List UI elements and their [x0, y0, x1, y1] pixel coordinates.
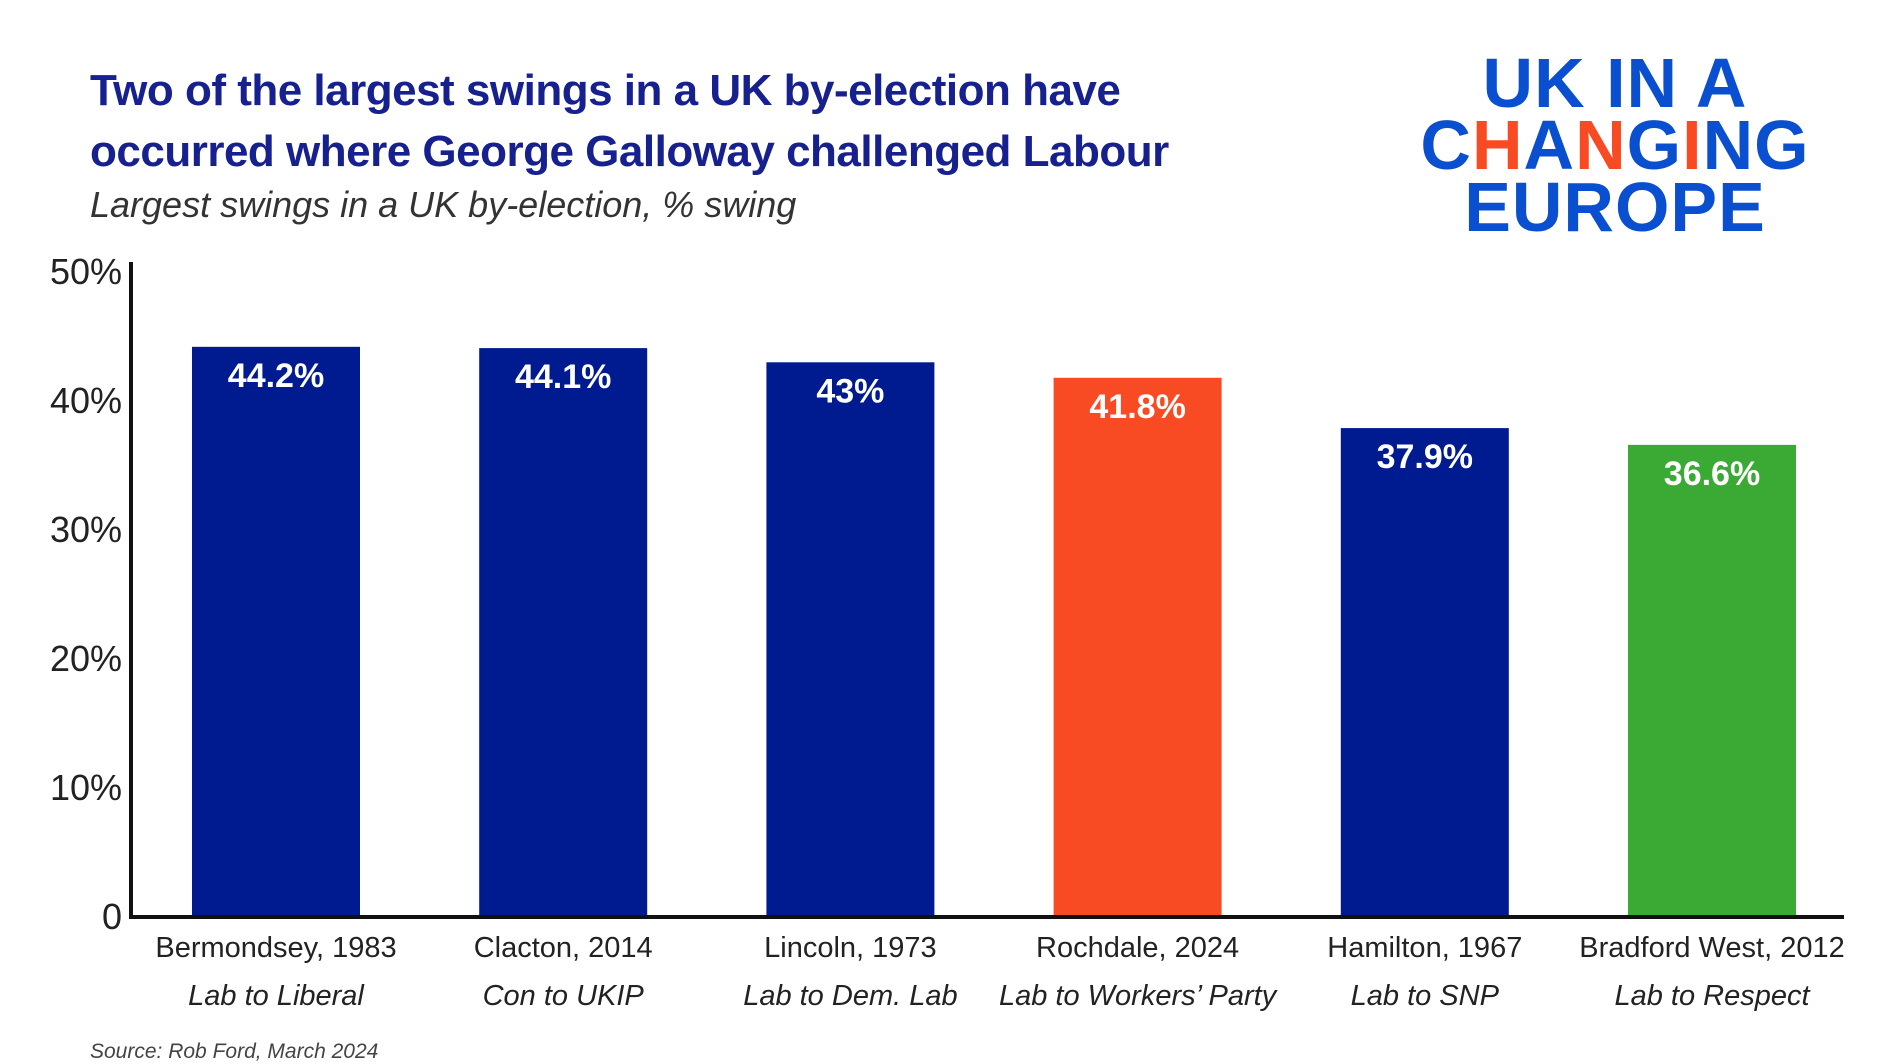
bar: [1628, 444, 1796, 917]
y-tick-label: 40%: [50, 380, 122, 421]
bar: [192, 346, 360, 917]
bar: [766, 362, 935, 917]
x-sublabel: Lab to Respect: [1614, 980, 1811, 1012]
data-label: 44.2%: [228, 357, 324, 395]
x-sublabel: Lab to Liberal: [188, 980, 365, 1012]
x-category-label: Clacton, 2014: [474, 932, 653, 964]
source-note: Source: Rob Ford, March 2024: [90, 1040, 379, 1063]
uk-in-a-changing-europe-logo: UK IN A CHANGING EUROPE: [1420, 44, 1810, 246]
data-label: 43%: [816, 372, 884, 410]
x-category-label: Rochdale, 2024: [1036, 932, 1239, 964]
x-category-label: Lincoln, 1973: [764, 932, 937, 964]
data-label: 41.8%: [1089, 388, 1185, 426]
bar: [1053, 377, 1222, 917]
title-line-1: Two of the largest swings in a UK by-ele…: [90, 66, 1121, 115]
x-sublabel: Lab to Workers’ Party: [999, 980, 1278, 1012]
y-tick-label: 50%: [50, 251, 122, 292]
data-label: 37.9%: [1377, 438, 1473, 476]
x-sublabel: Con to UKIP: [483, 980, 645, 1012]
chart-title: Two of the largest swings in a UK by-ele…: [90, 60, 1169, 182]
title-line-2: occurred where George Galloway challenge…: [90, 127, 1169, 176]
data-label: 36.6%: [1664, 455, 1760, 493]
y-tick-label: 0: [102, 896, 122, 937]
x-category-label: Bradford West, 2012: [1579, 932, 1844, 964]
y-tick-label: 20%: [50, 638, 122, 679]
y-tick-label: 10%: [50, 767, 122, 808]
x-sublabel: Lab to Dem. Lab: [743, 980, 957, 1012]
y-tick-label: 30%: [50, 509, 122, 550]
bar: [479, 348, 648, 917]
bar: [1340, 428, 1509, 917]
x-sublabel: Lab to SNP: [1351, 980, 1500, 1012]
x-category-label: Bermondsey, 1983: [155, 932, 396, 964]
data-label: 44.1%: [515, 358, 611, 396]
x-category-label: Hamilton, 1967: [1327, 932, 1522, 964]
chart-subtitle: Largest swings in a UK by-election, % sw…: [90, 184, 797, 225]
